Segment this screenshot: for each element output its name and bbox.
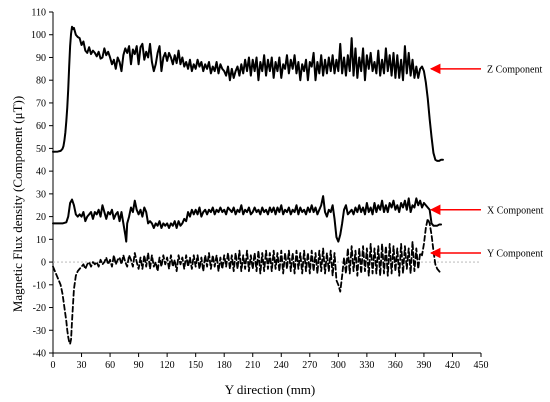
series-line-z-component <box>52 25 444 162</box>
x-tick-label: 270 <box>302 360 317 371</box>
series-line-y-component <box>52 217 442 345</box>
y-tick-label: -40 <box>33 349 46 360</box>
series-line-x-component <box>52 195 443 243</box>
x-tick-label: 360 <box>388 360 403 371</box>
y-tick-label: 90 <box>36 53 46 64</box>
y-tick-label: 30 <box>36 189 46 200</box>
x-tick-label: 330 <box>359 360 374 371</box>
x-tick-label: 30 <box>77 360 87 371</box>
x-tick-label: 240 <box>274 360 289 371</box>
annotations: Z Component X Component Y Component <box>429 63 544 259</box>
annotation-label: Y Component <box>487 248 543 259</box>
y-tick-label: 0 <box>41 258 46 269</box>
x-tick-label: 90 <box>134 360 144 371</box>
y-tick-label: 60 <box>36 121 46 132</box>
x-tick-label: 420 <box>445 360 460 371</box>
y-tick-label: 50 <box>36 144 46 155</box>
x-tick-label: 390 <box>416 360 431 371</box>
x-axis-title: Y direction (mm) <box>225 382 316 397</box>
annotation-label: Z Component <box>487 64 542 75</box>
y-tick-label: 40 <box>36 167 46 178</box>
y-axis-title: Magnetic Flux density (Component (μT)) <box>10 96 25 312</box>
x-tick-label: 150 <box>188 360 203 371</box>
x-tick-label: 180 <box>217 360 232 371</box>
x-tick-label: 60 <box>105 360 115 371</box>
y-tick-label: 70 <box>36 98 46 109</box>
y-tick-label: 20 <box>36 212 46 223</box>
series-layer <box>52 25 444 345</box>
x-tick-label: 0 <box>51 360 56 371</box>
tick-labels: -40 -30 -20 -10 0 10 20 30 40 50 60 70 80 90 100 110 0 30… <box>31 8 489 372</box>
x-tick-label: 450 <box>474 360 489 371</box>
y-tick-label: 110 <box>31 8 46 19</box>
y-tick-label: -10 <box>33 280 46 291</box>
x-tick-label: 120 <box>160 360 175 371</box>
y-tick-label: 100 <box>31 30 46 41</box>
x-tick-label: 210 <box>245 360 260 371</box>
y-tick-label: -30 <box>33 326 46 337</box>
annotation-label: X Component <box>487 205 544 216</box>
y-tick-label: 80 <box>36 76 46 87</box>
y-tick-label: 10 <box>36 235 46 246</box>
x-tick-label: 300 <box>331 360 346 371</box>
y-tick-label: -20 <box>33 303 46 314</box>
